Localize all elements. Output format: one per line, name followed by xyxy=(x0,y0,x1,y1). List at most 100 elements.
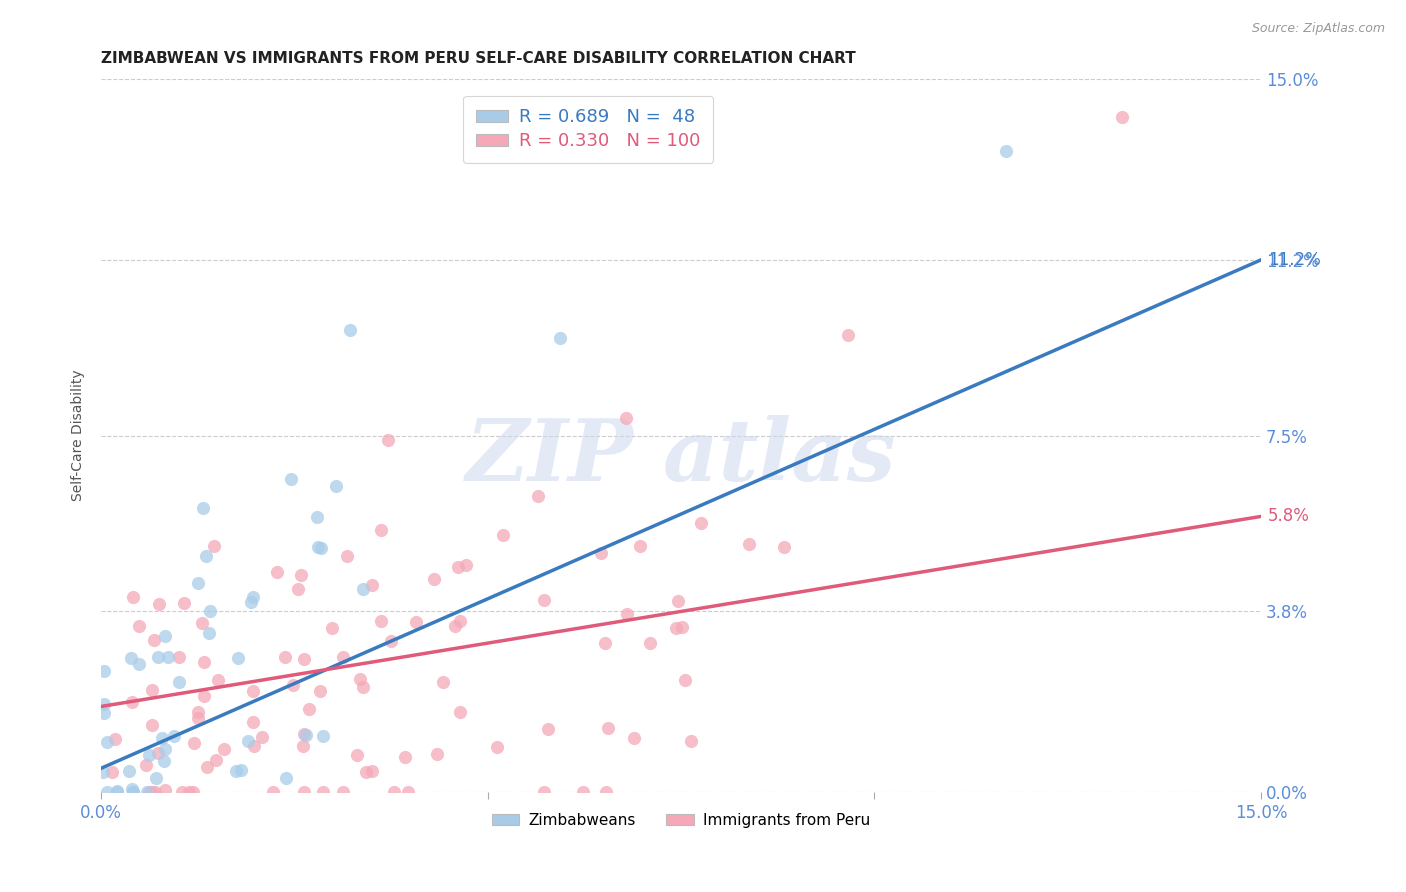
Point xyxy=(198,625,221,640)
Point xyxy=(287,582,309,596)
Point xyxy=(121,785,143,799)
Point xyxy=(153,742,176,756)
Point xyxy=(666,594,689,608)
Point xyxy=(292,652,315,666)
Point xyxy=(193,689,215,703)
Text: ZIP atlas: ZIP atlas xyxy=(465,416,896,499)
Point xyxy=(533,592,555,607)
Point xyxy=(426,747,449,761)
Point xyxy=(837,328,859,343)
Point xyxy=(121,785,143,799)
Point xyxy=(339,323,361,337)
Point xyxy=(290,568,312,582)
Point xyxy=(152,731,174,746)
Point xyxy=(205,753,228,767)
Point xyxy=(283,677,305,691)
Point xyxy=(396,785,419,799)
Point xyxy=(527,489,550,503)
Text: 5.8%: 5.8% xyxy=(1268,508,1310,525)
Point xyxy=(311,729,333,743)
Point xyxy=(352,582,374,596)
Point xyxy=(572,785,595,799)
Point xyxy=(135,758,157,772)
Point xyxy=(370,615,392,629)
Point xyxy=(163,729,186,743)
Point xyxy=(226,651,249,665)
Point xyxy=(447,560,470,574)
Text: Source: ZipAtlas.com: Source: ZipAtlas.com xyxy=(1251,22,1385,36)
Point xyxy=(623,731,645,745)
Point xyxy=(141,718,163,732)
Text: 11.2%: 11.2% xyxy=(1268,251,1320,268)
Point xyxy=(274,771,297,785)
Point xyxy=(153,754,176,768)
Point xyxy=(202,540,225,554)
Point xyxy=(360,578,382,592)
Point xyxy=(229,764,252,778)
Point xyxy=(450,614,472,628)
Point xyxy=(225,764,247,778)
Point xyxy=(738,537,761,551)
Point xyxy=(187,711,209,725)
Point xyxy=(138,748,160,763)
Point xyxy=(148,598,170,612)
Point xyxy=(183,736,205,750)
Point xyxy=(332,785,354,799)
Point xyxy=(307,540,329,554)
Point xyxy=(169,650,191,665)
Point xyxy=(262,785,284,799)
Text: ZIMBABWEAN VS IMMIGRANTS FROM PERU SELF-CARE DISABILITY CORRELATION CHART: ZIMBABWEAN VS IMMIGRANTS FROM PERU SELF-… xyxy=(101,51,856,66)
Point xyxy=(155,783,177,797)
Point xyxy=(242,739,264,753)
Point xyxy=(349,672,371,686)
Point xyxy=(537,722,560,736)
Point xyxy=(145,772,167,786)
Point xyxy=(169,675,191,690)
Point xyxy=(93,698,115,712)
Point xyxy=(242,590,264,604)
Point xyxy=(325,479,347,493)
Point xyxy=(207,673,229,687)
Point xyxy=(443,618,465,632)
Point xyxy=(266,566,288,580)
Point xyxy=(449,706,471,720)
Point xyxy=(96,785,118,799)
Point xyxy=(173,596,195,610)
Point xyxy=(148,649,170,664)
Point xyxy=(346,748,368,763)
Point xyxy=(394,750,416,764)
Point xyxy=(486,739,509,754)
Point xyxy=(156,650,179,665)
Point xyxy=(616,607,638,622)
Point xyxy=(638,636,661,650)
Point xyxy=(305,509,328,524)
Point xyxy=(332,650,354,665)
Point xyxy=(671,620,693,634)
Point xyxy=(105,784,128,798)
Point xyxy=(593,636,616,650)
Point xyxy=(104,731,127,746)
Point xyxy=(238,733,260,747)
Point xyxy=(361,764,384,778)
Point xyxy=(105,785,128,799)
Legend: Zimbabweans, Immigrants from Peru: Zimbabweans, Immigrants from Peru xyxy=(485,807,876,834)
Point xyxy=(143,785,166,799)
Point xyxy=(93,764,115,779)
Point xyxy=(773,540,796,554)
Point xyxy=(200,604,222,618)
Point xyxy=(422,572,444,586)
Point xyxy=(128,657,150,671)
Point xyxy=(352,680,374,694)
Point xyxy=(242,714,264,729)
Point xyxy=(138,785,160,799)
Point xyxy=(336,549,359,563)
Point xyxy=(432,675,454,690)
Point xyxy=(187,576,209,591)
Point xyxy=(250,730,273,744)
Point xyxy=(689,516,711,530)
Point xyxy=(370,524,392,538)
Point xyxy=(630,540,652,554)
Point xyxy=(280,472,302,486)
Point xyxy=(177,785,200,799)
Point xyxy=(298,702,321,716)
